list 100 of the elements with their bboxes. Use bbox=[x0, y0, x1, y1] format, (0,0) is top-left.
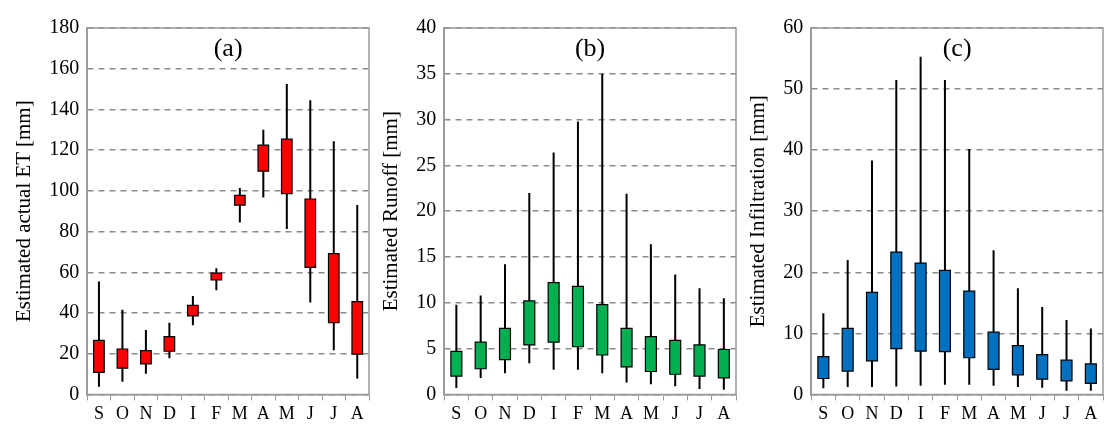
x-tick-label: J bbox=[696, 402, 704, 423]
x-tick-label: S bbox=[93, 402, 104, 423]
x-tick-label: D bbox=[162, 402, 176, 423]
candlestick bbox=[693, 287, 706, 390]
x-tick-label: I bbox=[550, 402, 557, 423]
candlestick bbox=[987, 249, 1000, 387]
candlestick bbox=[93, 280, 105, 388]
x-tick-label: J bbox=[1063, 402, 1071, 423]
x-tick-label: A bbox=[256, 402, 270, 423]
x-tick-label: I bbox=[917, 402, 924, 423]
y-tick-label: 0 bbox=[69, 381, 80, 404]
candlestick bbox=[327, 140, 340, 352]
x-tick-label: A bbox=[717, 402, 731, 423]
x-tick-label: D bbox=[522, 402, 536, 423]
y-axis-title: Estimated Runoff [mm] bbox=[378, 111, 403, 312]
candlestick bbox=[257, 128, 270, 199]
y-tick-label: 40 bbox=[416, 15, 437, 38]
x-tick-label: O bbox=[841, 402, 855, 423]
x-tick-label: O bbox=[474, 402, 488, 423]
candlestick bbox=[140, 329, 152, 375]
chart-title: (c) bbox=[942, 32, 972, 62]
candlestick bbox=[865, 159, 879, 389]
candlestick bbox=[571, 120, 585, 371]
candlestick bbox=[450, 303, 463, 389]
chart-title: (a) bbox=[213, 32, 243, 62]
x-tick-label: M bbox=[642, 402, 659, 423]
x-tick-label: M bbox=[231, 402, 248, 423]
candlestick bbox=[233, 187, 246, 224]
y-tick-label: 140 bbox=[49, 96, 80, 119]
x-tick-label: S bbox=[818, 402, 829, 423]
candlestick bbox=[351, 204, 364, 380]
candlestick bbox=[280, 82, 293, 231]
candlestick bbox=[620, 192, 633, 384]
candlestick bbox=[914, 55, 927, 387]
x-tick-label: A bbox=[350, 402, 364, 423]
y-tick-label: 20 bbox=[783, 259, 804, 282]
x-tick-label: S bbox=[451, 402, 462, 423]
x-tick-label: D bbox=[889, 402, 903, 423]
y-tick-label: 180 bbox=[49, 15, 80, 38]
y-tick-label: 0 bbox=[793, 381, 804, 404]
candlestick bbox=[717, 297, 730, 391]
x-tick-label: A bbox=[987, 402, 1001, 423]
candlestick bbox=[1084, 327, 1097, 392]
y-tick-label: 160 bbox=[49, 55, 80, 78]
y-tick-label: 30 bbox=[416, 106, 437, 129]
x-tick-label: M bbox=[594, 402, 611, 423]
candlestick bbox=[669, 273, 682, 388]
candlestick bbox=[547, 151, 560, 371]
candlestick bbox=[890, 78, 903, 388]
candlestick bbox=[210, 267, 223, 292]
y-tick-label: 40 bbox=[783, 137, 804, 160]
candlestick bbox=[963, 147, 976, 386]
candlestick bbox=[938, 78, 952, 386]
x-tick-label: A bbox=[620, 402, 634, 423]
x-tick-label: F bbox=[939, 402, 950, 423]
candlestick bbox=[1011, 287, 1024, 389]
x-tick-label: N bbox=[865, 402, 879, 423]
x-tick-label: O bbox=[115, 402, 129, 423]
y-tick-label: 20 bbox=[416, 198, 437, 221]
y-tick-label: 60 bbox=[783, 15, 804, 38]
x-tick-label: A bbox=[1084, 402, 1098, 423]
candlestick bbox=[817, 312, 830, 390]
y-axis-title: Estimated Infiltration [mm] bbox=[745, 95, 770, 328]
y-tick-label: 35 bbox=[416, 61, 437, 84]
candlestick bbox=[596, 72, 609, 375]
candlestick bbox=[644, 243, 657, 386]
candlestick bbox=[304, 99, 317, 304]
y-tick-label: 80 bbox=[59, 218, 80, 241]
y-tick-label: 5 bbox=[426, 335, 437, 358]
x-tick-label: F bbox=[211, 402, 222, 423]
x-tick-label: J bbox=[671, 402, 679, 423]
y-axis-title: Estimated actual ET [mm] bbox=[11, 100, 36, 323]
y-tick-label: 30 bbox=[783, 198, 804, 221]
x-tick-label: N bbox=[139, 402, 153, 423]
x-tick-label: M bbox=[961, 402, 978, 423]
x-tick-label: M bbox=[278, 402, 295, 423]
candlestick bbox=[186, 295, 199, 327]
x-tick-label: F bbox=[572, 402, 583, 423]
y-tick-label: 15 bbox=[416, 244, 437, 267]
candlestick bbox=[841, 259, 854, 389]
y-tick-label: 0 bbox=[426, 381, 437, 404]
candlestick bbox=[1036, 306, 1049, 389]
x-tick-label: J bbox=[306, 402, 314, 423]
y-tick-label: 10 bbox=[783, 320, 804, 343]
y-tick-label: 40 bbox=[59, 300, 80, 323]
x-tick-label: N bbox=[498, 402, 512, 423]
candlestick bbox=[163, 321, 176, 360]
x-tick-label: J bbox=[1038, 402, 1046, 423]
candlestick bbox=[474, 294, 487, 379]
candlestick bbox=[523, 191, 536, 365]
y-tick-label: 10 bbox=[416, 290, 437, 313]
candlestick bbox=[1060, 318, 1073, 392]
x-tick-label: I bbox=[189, 402, 196, 423]
candlestick bbox=[498, 263, 512, 375]
y-tick-label: 60 bbox=[59, 259, 80, 282]
y-tick-label: 120 bbox=[49, 137, 80, 160]
y-tick-label: 25 bbox=[416, 152, 437, 175]
y-tick-label: 50 bbox=[783, 76, 804, 99]
y-tick-label: 100 bbox=[49, 178, 80, 201]
x-tick-label: M bbox=[1009, 402, 1026, 423]
